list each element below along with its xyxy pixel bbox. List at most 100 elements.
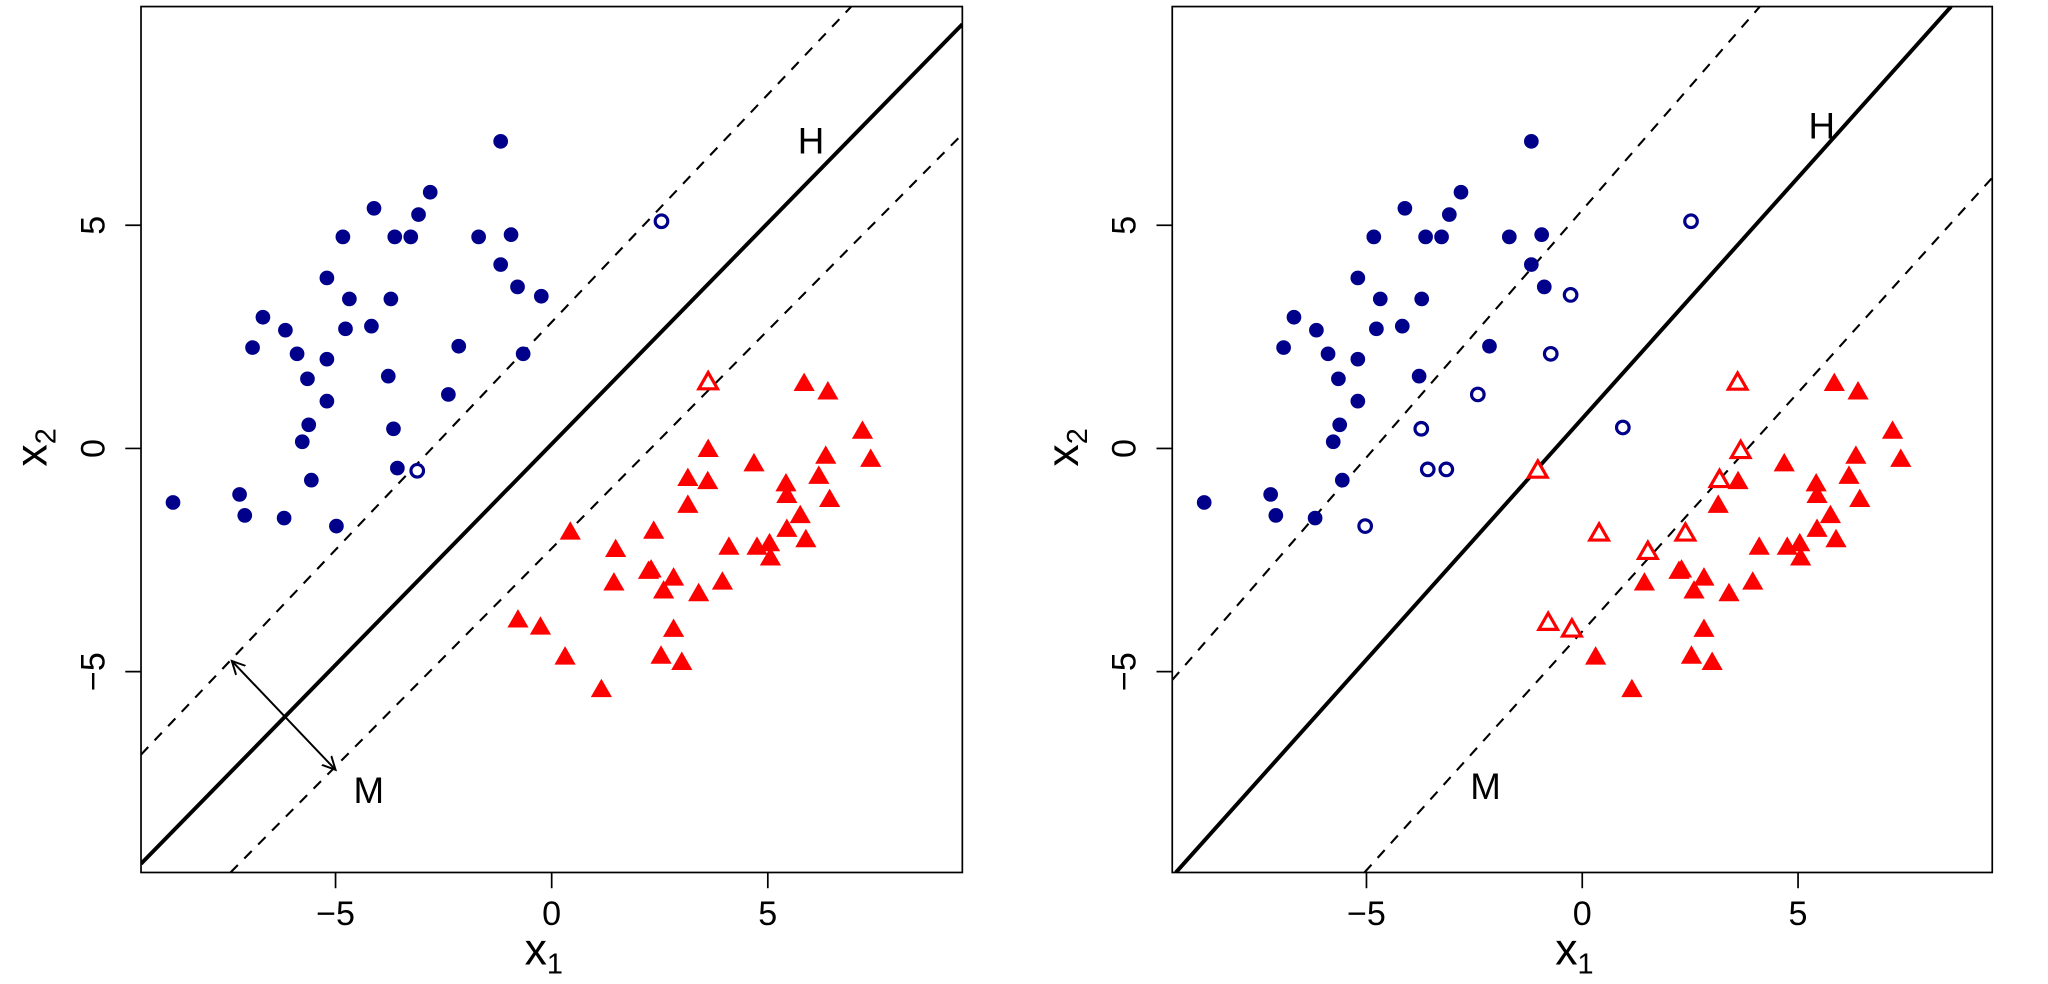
margin-line: [1363, 177, 1993, 873]
point-triangle-filled: [697, 470, 719, 490]
point-circle-filled: [301, 417, 317, 433]
y-axis-label: x2: [8, 428, 63, 466]
point-triangle-open: [1559, 616, 1584, 638]
point-triangle-filled: [677, 494, 699, 513]
point-circle-filled: [1350, 393, 1366, 409]
point-circle-filled: [342, 291, 357, 307]
point-circle-filled: [1331, 371, 1346, 387]
point-circle-filled: [289, 346, 305, 362]
point-triangle-filled: [603, 572, 625, 591]
point-triangle-filled: [789, 504, 811, 524]
point-triangle-filled: [851, 420, 874, 439]
x-tick-label: 5: [758, 895, 777, 933]
hyperplane-line: [1174, 6, 1953, 873]
point-circle-filled: [386, 421, 401, 437]
point-triangle-filled: [860, 448, 882, 467]
point-circle-filled: [364, 318, 379, 334]
points: [165, 134, 882, 698]
hyperplane-label: H: [1809, 105, 1836, 146]
point-circle-filled: [1309, 322, 1324, 338]
point-triangle-filled: [1585, 646, 1607, 665]
point-triangle-filled: [1825, 528, 1847, 548]
point-triangle-filled: [1683, 580, 1705, 599]
x-tick-label: 0: [542, 895, 561, 933]
point-triangle-filled: [1790, 547, 1812, 566]
point-circle-open: [1413, 420, 1430, 437]
point-circle-open: [1357, 518, 1374, 534]
y-axis-label: x2: [1039, 428, 1094, 466]
point-circle-filled: [255, 309, 271, 325]
point-triangle-filled: [718, 536, 740, 555]
point-triangle-filled: [759, 547, 782, 566]
point-circle-filled: [383, 291, 399, 307]
margin-label: M: [1470, 766, 1501, 807]
point-triangle-open: [1525, 457, 1550, 479]
point-circle-filled: [1325, 434, 1341, 450]
point-circle-filled: [411, 207, 426, 222]
point-circle-filled: [1418, 229, 1433, 245]
point-triangle-filled: [697, 438, 719, 458]
y-axis-label-subscript: 2: [1062, 428, 1094, 444]
panel-2: −5 0 5 −5 0 5 x1 x2 H M: [1039, 5, 1994, 981]
point-circle-filled: [1434, 229, 1449, 245]
point-circle-filled: [276, 510, 292, 526]
point-circle-filled: [451, 338, 467, 354]
point-triangle-filled: [817, 381, 839, 400]
x-tick-label: 0: [1573, 895, 1592, 933]
point-circle-filled: [1286, 309, 1302, 325]
point-circle-filled: [1523, 257, 1539, 272]
point-triangle-filled: [1773, 452, 1795, 472]
point-circle-filled: [1534, 227, 1550, 242]
point-circle-filled: [165, 495, 181, 510]
point-circle-filled: [329, 518, 344, 534]
point-triangle-filled: [1890, 448, 1912, 467]
y-tick-label: 5: [1106, 216, 1144, 235]
point-circle-filled: [533, 288, 549, 304]
x-tick-label: −5: [316, 895, 355, 933]
point-circle-open: [1438, 461, 1455, 478]
point-circle-filled: [1453, 184, 1469, 200]
point-circle-filled: [1501, 229, 1517, 245]
point-circle-filled: [319, 351, 335, 367]
point-circle-open: [1683, 213, 1699, 230]
point-circle-filled: [441, 387, 456, 402]
point-triangle-filled: [590, 678, 612, 698]
point-triangle-filled: [1849, 488, 1871, 508]
panel-1: −5 0 5 −5 0 5 x1 x2 H M: [8, 5, 964, 981]
point-circle-filled: [366, 200, 382, 216]
point-triangle-filled: [795, 528, 817, 548]
point-circle-filled: [1268, 508, 1284, 523]
point-triangle-filled: [688, 582, 710, 602]
point-triangle-filled: [1806, 484, 1828, 504]
point-circle-filled: [1334, 472, 1350, 488]
point-triangle-filled: [662, 567, 685, 586]
x-axis-label-subscript: 1: [547, 949, 563, 981]
point-triangle-filled: [559, 521, 581, 540]
point-circle-filled: [1332, 417, 1348, 433]
point-circle-filled: [510, 279, 525, 295]
point-triangle-filled: [677, 467, 699, 487]
point-triangle-filled: [1693, 618, 1715, 637]
point-circle-open: [1469, 386, 1486, 403]
point-triangle-filled: [775, 473, 797, 492]
point-circle-filled: [1320, 346, 1336, 362]
point-circle-filled: [403, 229, 419, 245]
point-circle-filled: [338, 321, 353, 337]
y-tick-label: −5: [1106, 652, 1144, 691]
point-circle-filled: [1196, 495, 1212, 510]
y-tick-label: −5: [74, 652, 112, 691]
point-circle-filled: [294, 434, 310, 450]
point-triangle-filled: [776, 518, 798, 537]
point-circle-filled: [300, 371, 315, 387]
hyperplane-line: [141, 22, 963, 866]
point-triangle-open: [1725, 369, 1750, 391]
point-circle-filled: [319, 393, 335, 409]
x-axis-label: x1: [1555, 925, 1593, 980]
point-triangle-filled: [605, 538, 627, 558]
point-triangle-filled: [1806, 518, 1828, 537]
point-circle-filled: [1307, 510, 1323, 526]
point-circle-filled: [1369, 321, 1384, 337]
point-circle-filled: [390, 460, 405, 476]
point-triangle-filled: [662, 618, 685, 637]
point-triangle-filled: [1823, 372, 1845, 391]
